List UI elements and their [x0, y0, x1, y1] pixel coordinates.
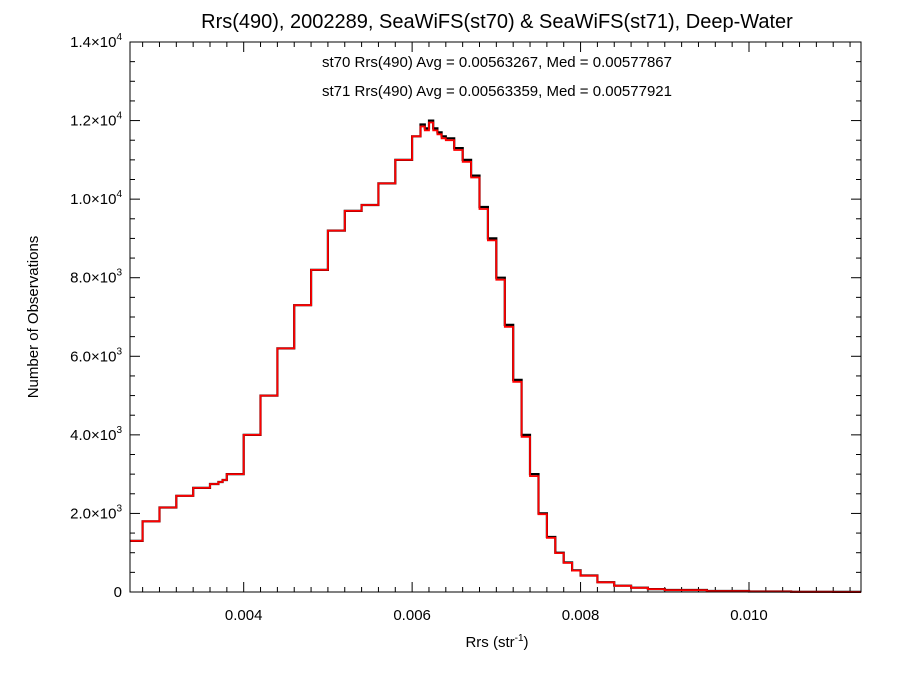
y-tick-label: 1.0×104: [70, 189, 122, 208]
chart-title: Rrs(490), 2002289, SeaWiFS(st70) & SeaWi…: [201, 11, 793, 33]
y-axis-label: Number of Observations: [25, 236, 42, 399]
x-tick-labels: 0.004 0.006 0.008 0.010: [225, 607, 768, 624]
y-tick-exponent: 3: [116, 425, 122, 436]
y-tick-mantissa: 0: [114, 584, 122, 601]
x-axis-label-tail: ): [524, 634, 529, 651]
y-tick-label: 1.2×104: [70, 111, 122, 130]
y-tick-exponent: 3: [116, 503, 122, 514]
y-tick-exponent: 4: [116, 111, 122, 122]
y-tick-mantissa: 1.0×10: [70, 191, 116, 208]
x-tick-label: 0.004: [225, 607, 263, 624]
y-tick-labels: 02.0×1034.0×1036.0×1038.0×1031.0×1041.2×…: [70, 32, 122, 601]
x-axis-label: Rrs (str-1): [465, 633, 528, 651]
y-tick-mantissa: 2.0×10: [70, 505, 116, 522]
x-tick-label: 0.010: [730, 607, 768, 624]
y-tick-mantissa: 8.0×10: [70, 270, 116, 287]
series-layer: [130, 119, 861, 593]
x-axis-label-sup: -1: [515, 633, 524, 644]
x-tick-label: 0.006: [393, 607, 431, 624]
series-st71-line: [130, 121, 861, 593]
y-tick-label: 6.0×103: [70, 346, 122, 365]
y-tick-mantissa: 4.0×10: [70, 427, 116, 444]
y-tick-label: 2.0×103: [70, 503, 122, 522]
y-tick-exponent: 4: [116, 189, 122, 200]
y-tick-mantissa: 6.0×10: [70, 348, 116, 365]
y-tick-label: 0: [114, 584, 122, 601]
y-tick-label: 4.0×103: [70, 425, 122, 444]
x-axis-label-base: Rrs (str: [465, 634, 514, 651]
y-tick-exponent: 4: [116, 32, 122, 43]
x-tick-label: 0.008: [562, 607, 600, 624]
y-tick-mantissa: 1.4×10: [70, 34, 116, 51]
series-st70-line: [130, 119, 861, 593]
tick-marks: [130, 41, 861, 593]
annotation-st70: st70 Rrs(490) Avg = 0.00563267, Med = 0.…: [322, 54, 672, 71]
y-tick-mantissa: 1.2×10: [70, 113, 116, 130]
annotation-st71: st71 Rrs(490) Avg = 0.00563359, Med = 0.…: [322, 83, 672, 100]
y-tick-exponent: 3: [116, 346, 122, 357]
y-tick-exponent: 3: [116, 268, 122, 279]
y-tick-label: 8.0×103: [70, 268, 122, 287]
plot-frame: [129, 41, 862, 593]
y-tick-label: 1.4×104: [70, 32, 122, 51]
